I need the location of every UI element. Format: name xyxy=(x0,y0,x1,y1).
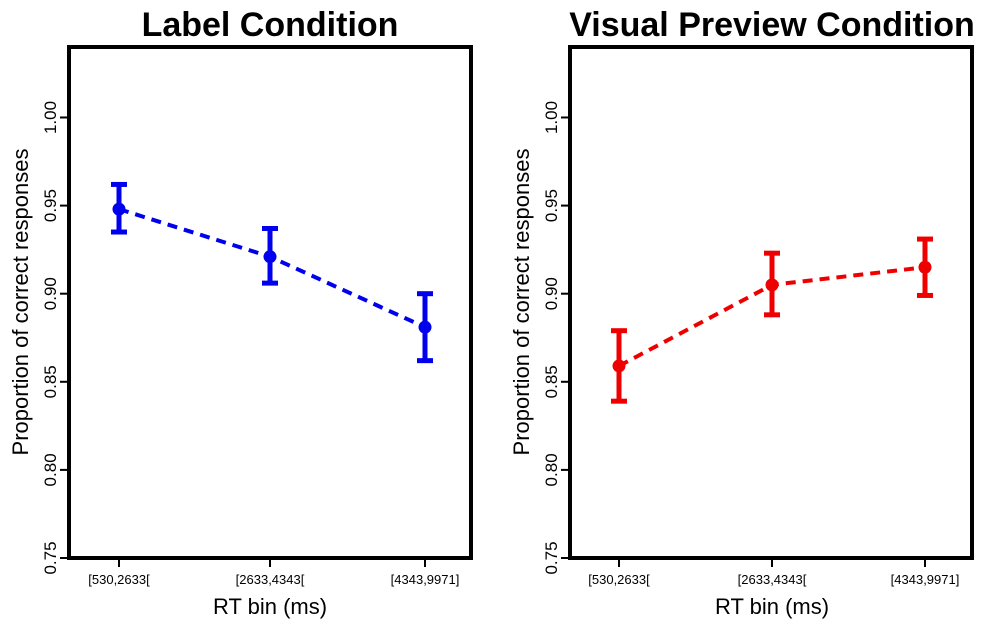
y-ticks: 0.75 0.80 0.85 0.90 0.95 1.00 xyxy=(542,101,570,575)
data-point xyxy=(918,260,932,274)
y-tick-label: 0.90 xyxy=(41,277,60,310)
y-tick-label: 0.95 xyxy=(542,189,561,222)
x-tick-label: [4343,9971] xyxy=(891,572,960,587)
data-point xyxy=(112,202,126,216)
x-tick-label: [2633,4343[ xyxy=(236,572,305,587)
y-tick-label: 0.75 xyxy=(542,541,561,574)
y-tick-label: 0.85 xyxy=(41,365,60,398)
x-axis-label: RT bin (ms) xyxy=(213,594,327,619)
plot-frame xyxy=(67,45,473,560)
y-tick-label: 0.90 xyxy=(542,277,561,310)
x-tick-label: [4343,9971] xyxy=(391,572,460,587)
y-tick-label: 0.80 xyxy=(41,453,60,486)
x-tick-label: [530,2633[ xyxy=(588,572,650,587)
x-axis-label: RT bin (ms) xyxy=(715,594,829,619)
y-tick-label: 1.00 xyxy=(542,101,561,134)
panel-visual-preview-condition: Visual Preview Condition RT bin (ms) Pro… xyxy=(509,6,975,619)
data-marks xyxy=(111,181,433,364)
data-marks xyxy=(611,236,933,404)
y-tick-label: 0.95 xyxy=(41,189,60,222)
data-point xyxy=(765,278,779,292)
y-ticks: 0.75 0.80 0.85 0.90 0.95 1.00 xyxy=(41,101,69,575)
x-tick-label: [2633,4343[ xyxy=(738,572,807,587)
y-tick-label: 1.00 xyxy=(41,101,60,134)
x-ticks: [530,2633[ [2633,4343[ [4343,9971] xyxy=(588,558,959,587)
y-tick-label: 0.85 xyxy=(542,365,561,398)
x-tick-label: [530,2633[ xyxy=(88,572,150,587)
data-point xyxy=(612,359,626,373)
data-point xyxy=(263,250,277,264)
y-tick-label: 0.80 xyxy=(542,453,561,486)
x-ticks: [530,2633[ [2633,4343[ [4343,9971] xyxy=(88,558,459,587)
panel-title: Label Condition xyxy=(142,6,399,44)
y-tick-label: 0.75 xyxy=(41,541,60,574)
data-point xyxy=(418,320,432,334)
y-axis-label: Proportion of correct responses xyxy=(8,149,33,456)
panel-label-condition: Label Condition RT bin (ms) Proportion o… xyxy=(8,6,473,619)
y-axis-label: Proportion of correct responses xyxy=(509,149,534,456)
panel-title: Visual Preview Condition xyxy=(569,6,975,44)
